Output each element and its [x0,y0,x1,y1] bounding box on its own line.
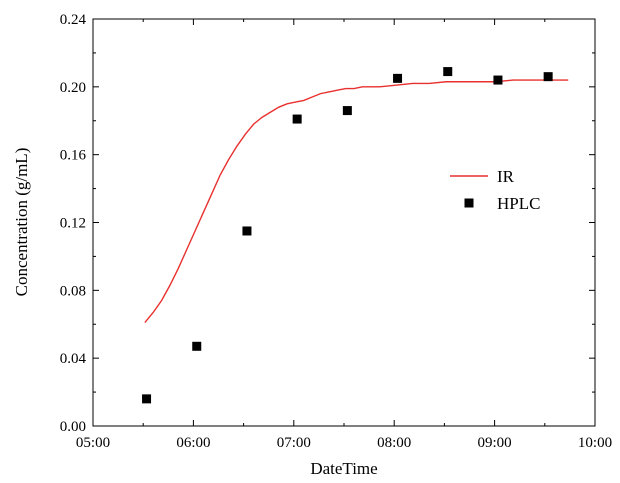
y-tick-label: 0.00 [60,419,86,435]
hplc-point [493,75,503,85]
y-tick-label: 0.12 [60,216,86,232]
legend-label: HPLC [497,194,540,213]
hplc-point [342,106,352,116]
x-tick-label: 07:00 [277,435,311,451]
x-tick-label: 05:00 [76,435,110,451]
hplc-point [142,394,152,404]
y-tick-label: 0.16 [60,148,87,164]
ir-series-line [144,79,569,323]
hplc-point [192,341,202,351]
legend: IR HPLC [450,167,540,213]
y-tick-label: 0.24 [60,12,87,28]
y-tick-label: 0.08 [60,283,86,299]
hplc-point [242,226,252,236]
hplc-point [393,73,403,83]
y-tick-label: 0.20 [60,80,86,96]
hplc-point [543,72,553,82]
x-tick-label: 09:00 [478,435,512,451]
legend-hplc-swatch [464,198,474,208]
x-tick-label: 08:00 [377,435,411,451]
x-axis-title: DateTime [310,459,377,478]
legend-label: IR [497,167,515,186]
hplc-point [443,67,453,77]
x-tick-label: 10:00 [578,435,612,451]
y-tick-label: 0.04 [60,351,87,367]
series-layer [142,67,569,404]
axes: 05:00 06:00 07:00 08:00 09:00 10:00 0.00 0.04 0.… [60,12,612,451]
x-tick-label: 06:00 [176,435,210,451]
hplc-point [292,114,302,124]
y-axis-title: Concentration (g/mL) [12,148,31,297]
